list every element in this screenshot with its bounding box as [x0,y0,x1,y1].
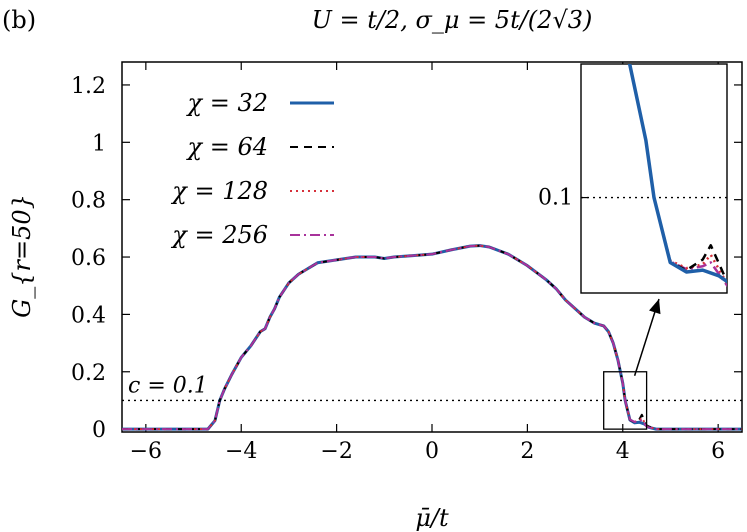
x-tick-label: 0 [425,439,439,464]
x-tick-label: 4 [616,439,630,464]
title-text: U = t/2, σ_μ = 5t/(2√3) [312,6,593,34]
y-tick-label: 1.2 [71,74,106,99]
y-tick-label: 0.4 [71,303,106,328]
legend-label-3: χ = 128 [170,177,268,205]
y-tick-label: 0 [92,418,106,443]
x-tick-label: −6 [130,439,162,464]
x-tick-label: 2 [520,439,534,464]
chart-title: U = t/2, σ_μ = 5t/(2√3) [312,6,593,34]
x-tick-label: 6 [711,439,725,464]
y-tick-label: 0.2 [71,361,106,386]
x-tick-label: −4 [225,439,257,464]
panel-label: (b) [2,6,36,34]
x-tick-label: −2 [320,439,352,464]
zoom-arrow-head [649,299,661,315]
y-axis-label: G_{r=50} [8,194,36,318]
inset-y-tick-label: 0.1 [538,186,573,211]
inset: 0.1 [538,63,728,376]
legend: χ = 32 χ = 64 χ = 128 χ = 256 [170,89,334,249]
legend-label-1: χ = 32 [186,89,268,117]
y-tick-label: 1 [92,131,106,156]
y-tick-label: 0.8 [71,189,106,214]
y-tick-label: 0.6 [71,246,106,271]
inset-series [627,64,727,287]
threshold-label: c = 0.1 [128,373,208,398]
legend-label-2: χ = 64 [186,133,268,161]
tick-labels: −6 −4 −2 0 2 4 6 0 0.2 0.4 0.6 0.8 1 1.2 [71,74,725,464]
zoom-source-box [603,371,648,430]
plot-area: c = 0.1 [121,61,743,433]
series-line-4 [122,244,742,431]
legend-label-4: χ = 256 [170,221,268,249]
inset-frame [580,63,728,294]
inset-series-line-1 [627,64,727,284]
x-axis-label: μ̄/t [415,504,449,532]
